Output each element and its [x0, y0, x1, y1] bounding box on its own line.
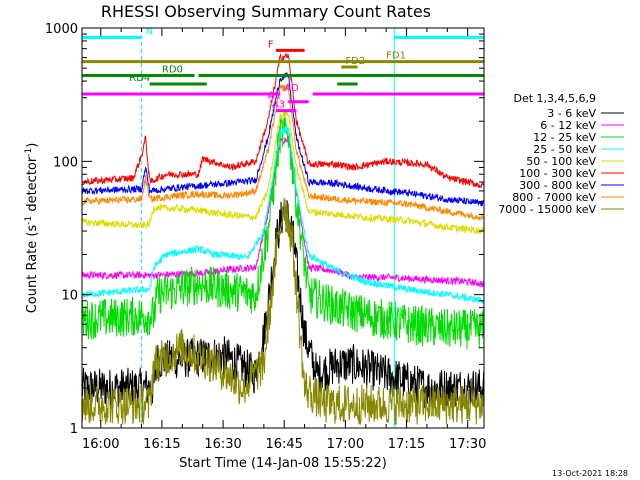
legend-label-5: 100 - 300 keV	[519, 167, 596, 180]
flag-label-0: N	[146, 26, 153, 37]
y-label-sup2: -1	[24, 148, 34, 157]
series-line-7	[82, 83, 484, 222]
flag-label-4: FD2	[345, 56, 365, 67]
y-tick-label-1: 10	[61, 289, 78, 304]
x-tick-label-6: 17:30	[449, 437, 486, 452]
series-line-3	[82, 125, 484, 304]
series-line-6	[82, 71, 484, 207]
y-label-end: )	[25, 143, 40, 148]
date-stamp: 13-Oct-2021 18:28	[552, 469, 628, 478]
legend-label-6: 300 - 800 keV	[519, 179, 596, 192]
flag-label-8: A1	[268, 91, 281, 102]
legend-label-1: 6 - 12 keV	[540, 119, 596, 132]
series-line-5	[82, 52, 484, 189]
legend-label-8: 7000 - 15000 keV	[498, 203, 596, 216]
y-axis: 1 10 100 1000	[45, 22, 484, 437]
legend-label-0: 3 - 6 keV	[547, 107, 596, 120]
series-line-4	[82, 110, 484, 235]
y-tick-label-2: 100	[53, 155, 78, 170]
x-tick-label-5: 17:15	[388, 437, 425, 452]
y-tick-label-3: 1000	[45, 22, 78, 37]
flag-label-7: AO	[284, 83, 299, 94]
x-axis: 16:00 16:15 16:30 16:45 17:00 17:15 17:30	[82, 28, 486, 452]
x-axis-label: Start Time (14-Jan-08 15:55:22)	[179, 456, 387, 471]
x-tick-label-1: 16:15	[143, 437, 180, 452]
y-axis-label: Count Rate (s-1 detector-1)	[24, 143, 40, 314]
x-tick-label-3: 16:45	[265, 437, 302, 452]
legend-label-7: 800 - 7000 keV	[512, 191, 596, 204]
flag-label-6: RD4	[129, 73, 150, 84]
flag-label-2: F	[268, 39, 274, 50]
flag-label-9: A3	[272, 100, 285, 111]
y-tick-label-0: 1	[70, 422, 78, 437]
legend-label-2: 12 - 25 keV	[533, 131, 596, 144]
series-line-2	[82, 112, 484, 350]
flag-label-5: RD0	[162, 65, 183, 76]
y-label-mid: detector	[25, 156, 40, 216]
y-label-sup1: -1	[24, 216, 34, 225]
flag-label-3: FD1	[386, 51, 406, 62]
y-label-main: Count Rate (s	[25, 225, 40, 314]
plot-frame	[81, 27, 485, 429]
legend-label-4: 50 - 100 keV	[526, 155, 596, 168]
legend-label-3: 25 - 50 keV	[533, 143, 596, 156]
x-tick-label-0: 16:00	[82, 437, 119, 452]
x-tick-label-4: 17:00	[327, 437, 364, 452]
x-tick-label-2: 16:30	[204, 437, 241, 452]
legend-title: Det 1,3,4,5,6,9	[513, 92, 596, 105]
chart-title: RHESSI Observing Summary Count Rates	[101, 2, 431, 21]
series-line-8	[82, 197, 484, 425]
